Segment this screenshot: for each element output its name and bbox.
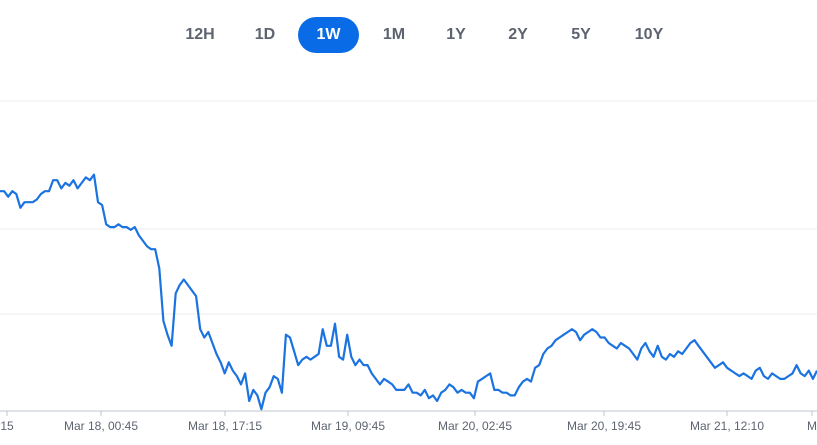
x-tick-label: Mar 21, 12:10 bbox=[690, 419, 764, 433]
x-tick-label: Mar 19, 09:45 bbox=[311, 419, 385, 433]
range-12h-button[interactable]: 12H bbox=[178, 17, 222, 53]
x-axis-ticks bbox=[6, 411, 813, 416]
range-1d-button[interactable]: 1D bbox=[245, 17, 285, 53]
range-1y-button[interactable]: 1Y bbox=[436, 17, 476, 53]
time-range-selector: 12H 1D 1W 1M 1Y 2Y 5Y 10Y bbox=[0, 17, 817, 53]
x-tick-label-edge-right: M bbox=[807, 419, 817, 433]
x-tick-label: Mar 20, 19:45 bbox=[567, 419, 641, 433]
range-2y-button[interactable]: 2Y bbox=[498, 17, 538, 53]
x-tick-label: Mar 20, 02:45 bbox=[438, 419, 512, 433]
range-5y-button[interactable]: 5Y bbox=[561, 17, 601, 53]
x-tick-label: Mar 18, 00:45 bbox=[64, 419, 138, 433]
x-tick-label: Mar 18, 17:15 bbox=[188, 419, 262, 433]
range-1w-button[interactable]: 1W bbox=[298, 17, 359, 53]
x-tick-label-edge-left: 15 bbox=[0, 419, 14, 433]
range-1m-button[interactable]: 1M bbox=[372, 17, 416, 53]
range-10y-button[interactable]: 10Y bbox=[625, 17, 673, 53]
price-series-line bbox=[0, 173, 817, 411]
